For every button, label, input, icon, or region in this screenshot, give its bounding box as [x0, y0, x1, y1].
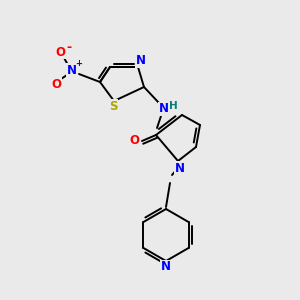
Text: N: N: [175, 161, 185, 175]
Text: S: S: [109, 100, 117, 112]
Text: N: N: [161, 260, 171, 274]
Text: +: +: [76, 58, 82, 68]
Text: N: N: [159, 103, 169, 116]
Text: H: H: [169, 101, 177, 111]
Text: O: O: [55, 46, 65, 59]
Text: O: O: [51, 77, 61, 91]
Text: O: O: [129, 134, 139, 148]
Text: N: N: [136, 55, 146, 68]
Text: N: N: [67, 64, 77, 76]
Text: -: -: [66, 41, 72, 55]
